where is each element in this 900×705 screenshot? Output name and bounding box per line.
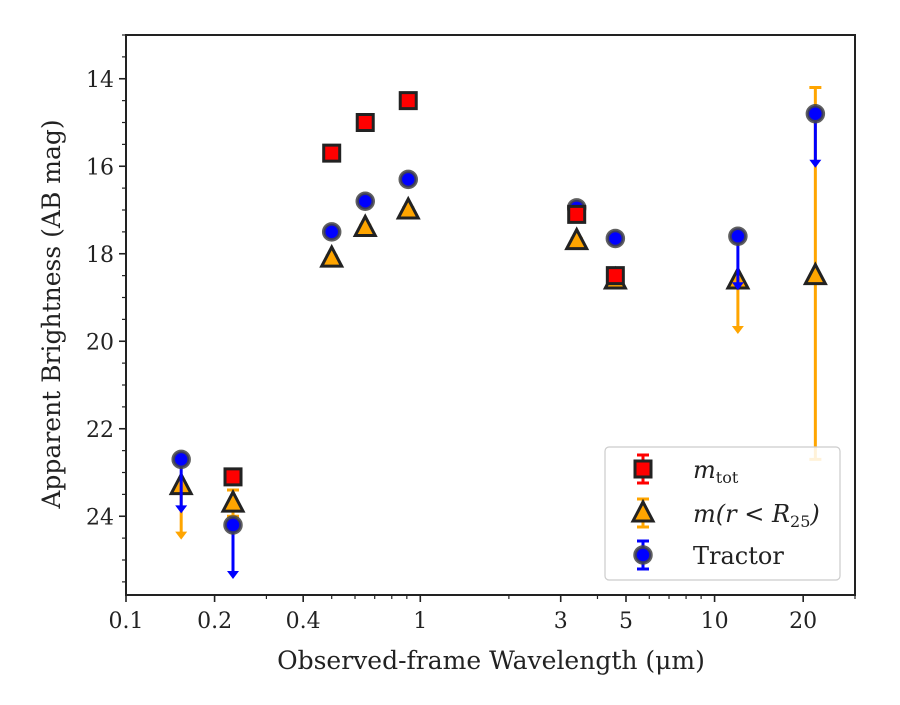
plot-layer	[168, 86, 828, 579]
mr25-point-marker	[319, 243, 345, 268]
tractor-point-marker	[605, 228, 626, 249]
x-axis-label: Observed-frame Wavelength (μm)	[277, 646, 705, 675]
tractor-point-marker	[321, 222, 342, 242]
x-tick-label: 0.4	[286, 609, 321, 634]
y-tick-label: 20	[86, 330, 114, 355]
legend-label-main: m	[693, 456, 716, 484]
legend-entry-tractor: Tractor	[633, 539, 784, 571]
legend-label-main: m(r < R	[693, 500, 790, 528]
tractor-point-marker	[171, 449, 191, 470]
legend-entry-mr25: m(r < R25)	[630, 497, 820, 531]
series-tractor	[171, 104, 826, 579]
axis-layer: 0.1 0.2 0.4 1 3 5 10 20 14 16 18 20 22 24	[86, 34, 856, 634]
tractor-point-marker	[398, 169, 418, 190]
mr25-point-marker	[395, 195, 421, 220]
x-tick-label: 5	[619, 609, 633, 634]
mr25-point-marker	[352, 213, 378, 237]
tractor-point-marker	[223, 515, 243, 535]
tractor-limit-arrowhead	[809, 159, 822, 168]
tractor-point-marker	[355, 191, 375, 211]
x-tick-label: 0.2	[197, 609, 232, 634]
mtot-point-marker	[398, 91, 418, 111]
legend-label: m(r < R25)	[693, 500, 820, 531]
mr25-point-marker	[564, 226, 590, 251]
x-tick-label: 1	[413, 609, 427, 634]
mtot-point-marker	[605, 266, 625, 286]
y-tick-label: 16	[86, 155, 114, 180]
plot-frame	[125, 34, 856, 596]
legend-label-subscript: 25	[790, 512, 810, 531]
y-axis-label: Apparent Brightness (AB mag)	[37, 119, 66, 509]
legend-marker	[633, 545, 653, 565]
mr25-limit-arrowhead	[731, 326, 744, 334]
legend-entry-mtot: mtot	[633, 453, 739, 487]
x-tick-label: 0.1	[109, 609, 144, 634]
mtot-point-marker	[567, 204, 587, 224]
legend-marker	[630, 498, 656, 523]
mr25-point-marker	[220, 488, 246, 513]
tractor-point-marker	[728, 226, 748, 246]
mtot-point-marker	[355, 113, 375, 132]
y-tick-label: 24	[86, 505, 114, 530]
series-mtot	[223, 91, 625, 487]
x-tick-label: 10	[701, 609, 729, 634]
legend: mtot m(r < R25) Tractor	[604, 446, 841, 581]
legend-label: Tractor	[693, 542, 784, 570]
tractor-limit-arrowhead	[731, 282, 744, 291]
tractor-limit-arrowhead	[175, 505, 188, 514]
legend-marker	[633, 459, 653, 479]
y-tick-label: 22	[86, 418, 114, 443]
mr25-limit-arrowhead	[175, 531, 188, 540]
mtot-point-marker	[322, 143, 342, 163]
y-tick-label: 18	[86, 243, 114, 268]
x-tick-label: 20	[789, 609, 817, 634]
legend-label: mtot	[693, 456, 739, 487]
x-tick-label: 3	[554, 609, 568, 634]
mtot-point-marker	[223, 467, 243, 487]
legend-label-tail: )	[809, 500, 819, 528]
y-tick-label: 14	[86, 68, 114, 93]
tractor-point-marker	[805, 104, 826, 124]
mr25-point-marker	[802, 261, 828, 286]
legend-label-subscript: tot	[716, 468, 739, 487]
tractor-limit-arrowhead	[227, 571, 240, 579]
legend-label-main: Tractor	[693, 542, 784, 570]
legend-box	[604, 446, 841, 581]
